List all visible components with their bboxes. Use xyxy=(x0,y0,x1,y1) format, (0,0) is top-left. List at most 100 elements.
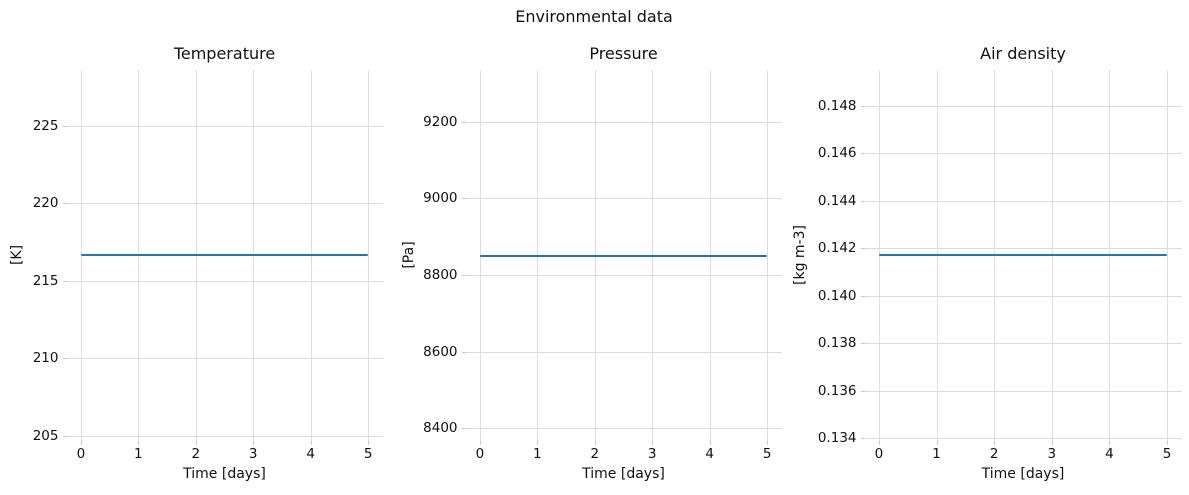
y-tick-mark xyxy=(860,200,865,202)
y-tick-label: 8400 xyxy=(423,420,458,437)
x-tick-mark xyxy=(1051,440,1053,445)
x-tick-mark xyxy=(1167,440,1169,445)
x-tick-mark xyxy=(310,440,312,445)
x-tick-mark xyxy=(709,440,711,445)
x-tick-mark xyxy=(138,440,140,445)
x-tick-label: 3 xyxy=(647,446,657,462)
gridline-x xyxy=(368,70,370,441)
gridline-y xyxy=(465,198,782,200)
y-tick-label: 0.140 xyxy=(817,287,857,304)
x-tick-mark xyxy=(994,440,996,445)
y-tick-label: 0.146 xyxy=(817,145,857,162)
y-tick-mark xyxy=(461,428,466,430)
y-tick-mark xyxy=(860,295,865,297)
y-tick-mark xyxy=(62,280,67,282)
x-tick-mark xyxy=(195,440,197,445)
chart-title: Air density xyxy=(980,44,1066,63)
x-tick-label: 3 xyxy=(1047,446,1057,462)
x-tick-label: 2 xyxy=(989,446,999,462)
gridline-y xyxy=(66,435,383,437)
gridline-y xyxy=(66,358,383,360)
y-tick-mark xyxy=(62,358,67,360)
gridline-x xyxy=(1167,70,1169,441)
x-tick-label: 0 xyxy=(874,446,884,462)
x-tick-mark xyxy=(253,440,255,445)
x-tick-label: 5 xyxy=(762,446,772,462)
y-tick-mark xyxy=(860,343,865,345)
x-tick-mark xyxy=(537,440,539,445)
y-tick-mark xyxy=(860,105,865,107)
gridline-y xyxy=(465,121,782,123)
y-tick-label: 225 xyxy=(32,117,59,134)
data-line-air_density xyxy=(878,254,1168,257)
x-axis-label: Time [days] xyxy=(981,466,1065,482)
y-tick-label: 0.134 xyxy=(817,430,857,447)
y-tick-label: 0.138 xyxy=(817,335,857,352)
y-tick-mark xyxy=(860,390,865,392)
x-tick-label: 1 xyxy=(134,446,143,462)
x-tick-mark xyxy=(80,440,82,445)
gridline-y xyxy=(864,295,1182,297)
gridline-x xyxy=(767,70,769,441)
x-tick-mark xyxy=(878,440,880,445)
x-tick-mark xyxy=(368,440,370,445)
x-axis-label: Time [days] xyxy=(582,466,665,482)
chart-title: Temperature xyxy=(173,44,276,63)
x-tick-label: 4 xyxy=(705,446,714,462)
x-tick-label: 2 xyxy=(191,446,201,462)
gridline-y xyxy=(864,153,1182,155)
x-axis-label: Time [days] xyxy=(183,466,266,482)
figure-title: Environmental data xyxy=(515,7,673,26)
y-tick-mark xyxy=(62,125,67,127)
y-tick-label: 210 xyxy=(32,350,59,367)
gridline-y xyxy=(66,280,383,282)
y-tick-label: 0.136 xyxy=(817,382,857,399)
y-tick-label: 8600 xyxy=(423,343,458,360)
x-tick-mark xyxy=(936,440,938,445)
chart-title: Pressure xyxy=(589,44,658,63)
data-line-temperature xyxy=(80,254,369,257)
y-axis-label: [kg m-3] xyxy=(792,225,808,286)
x-tick-label: 2 xyxy=(590,446,600,462)
y-tick-mark xyxy=(860,248,865,250)
gridline-y xyxy=(465,274,782,276)
y-tick-mark xyxy=(62,203,67,205)
gridline-y xyxy=(864,105,1182,107)
x-tick-mark xyxy=(479,440,481,445)
x-tick-mark xyxy=(594,440,596,445)
y-tick-mark xyxy=(461,198,466,200)
y-tick-label: 205 xyxy=(32,427,59,444)
x-tick-label: 4 xyxy=(1105,446,1114,462)
gridline-y xyxy=(66,203,383,205)
gridline-y xyxy=(864,390,1182,392)
gridline-y xyxy=(66,125,383,127)
y-tick-label: 0.142 xyxy=(817,240,857,257)
y-tick-label: 215 xyxy=(32,272,59,289)
x-tick-mark xyxy=(652,440,654,445)
y-tick-label: 8800 xyxy=(423,266,458,283)
y-tick-label: 220 xyxy=(32,195,59,212)
y-tick-mark xyxy=(461,351,466,353)
y-tick-label: 0.144 xyxy=(817,192,857,209)
y-tick-mark xyxy=(860,153,865,155)
gridline-y xyxy=(864,438,1182,440)
y-axis-label: [K] xyxy=(9,245,25,266)
y-tick-mark xyxy=(860,438,865,440)
gridline-y xyxy=(465,428,782,430)
x-tick-label: 0 xyxy=(76,446,86,462)
x-tick-mark xyxy=(767,440,769,445)
gridline-y xyxy=(864,343,1182,345)
y-tick-mark xyxy=(461,274,466,276)
x-tick-label: 5 xyxy=(363,446,373,462)
x-tick-label: 0 xyxy=(475,446,485,462)
x-tick-label: 1 xyxy=(533,446,542,462)
gridline-y xyxy=(465,351,782,353)
x-tick-mark xyxy=(1109,440,1111,445)
y-tick-label: 9000 xyxy=(423,190,458,207)
x-tick-label: 1 xyxy=(932,446,941,462)
y-tick-mark xyxy=(461,121,466,123)
x-tick-label: 3 xyxy=(248,446,258,462)
gridline-y xyxy=(864,248,1182,250)
gridline-y xyxy=(864,200,1182,202)
